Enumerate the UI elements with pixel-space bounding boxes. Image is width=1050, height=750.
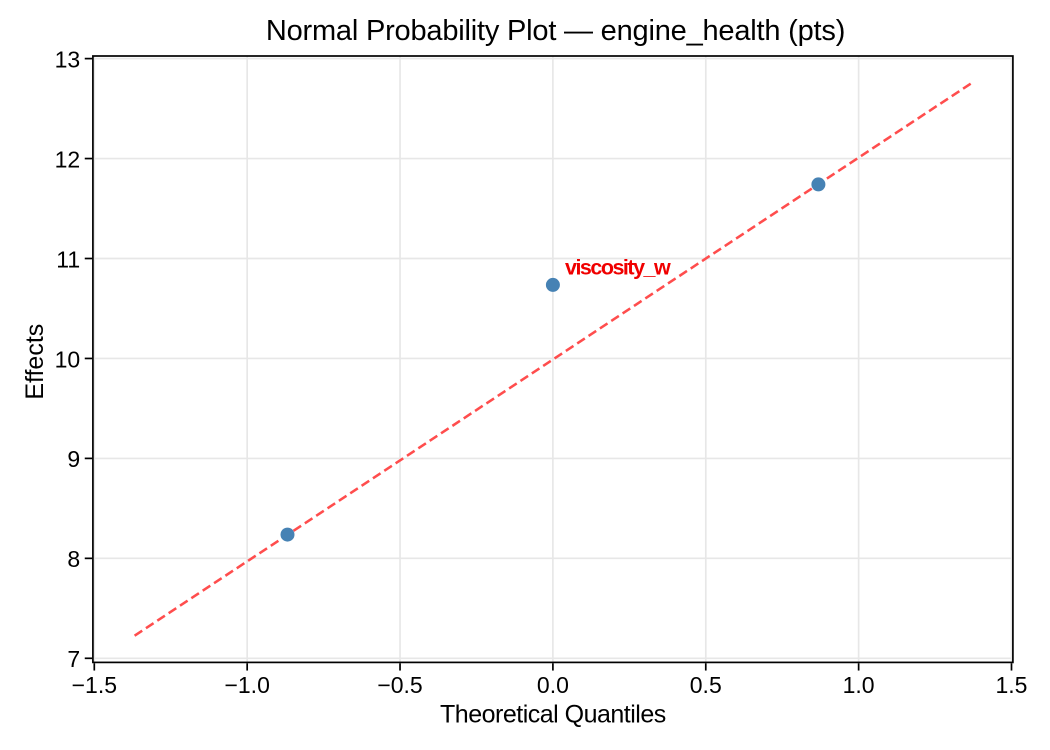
svg-text:−1.0: −1.0: [224, 672, 269, 698]
svg-text:1.5: 1.5: [996, 672, 1028, 698]
svg-text:viscosity_w: viscosity_w: [565, 256, 671, 280]
svg-text:13: 13: [55, 46, 81, 72]
svg-text:−1.5: −1.5: [72, 672, 117, 698]
svg-text:Effects: Effects: [21, 324, 49, 400]
svg-text:0.0: 0.0: [537, 672, 569, 698]
svg-text:8: 8: [67, 546, 80, 572]
svg-text:Normal Probability Plot — engi: Normal Probability Plot — engine_health …: [266, 15, 845, 47]
svg-text:12: 12: [55, 146, 81, 172]
svg-text:9: 9: [67, 446, 80, 472]
svg-text:0.5: 0.5: [690, 672, 722, 698]
svg-text:7: 7: [67, 646, 80, 672]
svg-text:−0.5: −0.5: [377, 672, 422, 698]
svg-text:10: 10: [55, 346, 81, 372]
svg-text:Theoretical Quantiles: Theoretical Quantiles: [440, 700, 666, 728]
svg-text:1.0: 1.0: [843, 672, 875, 698]
svg-text:11: 11: [56, 246, 80, 272]
